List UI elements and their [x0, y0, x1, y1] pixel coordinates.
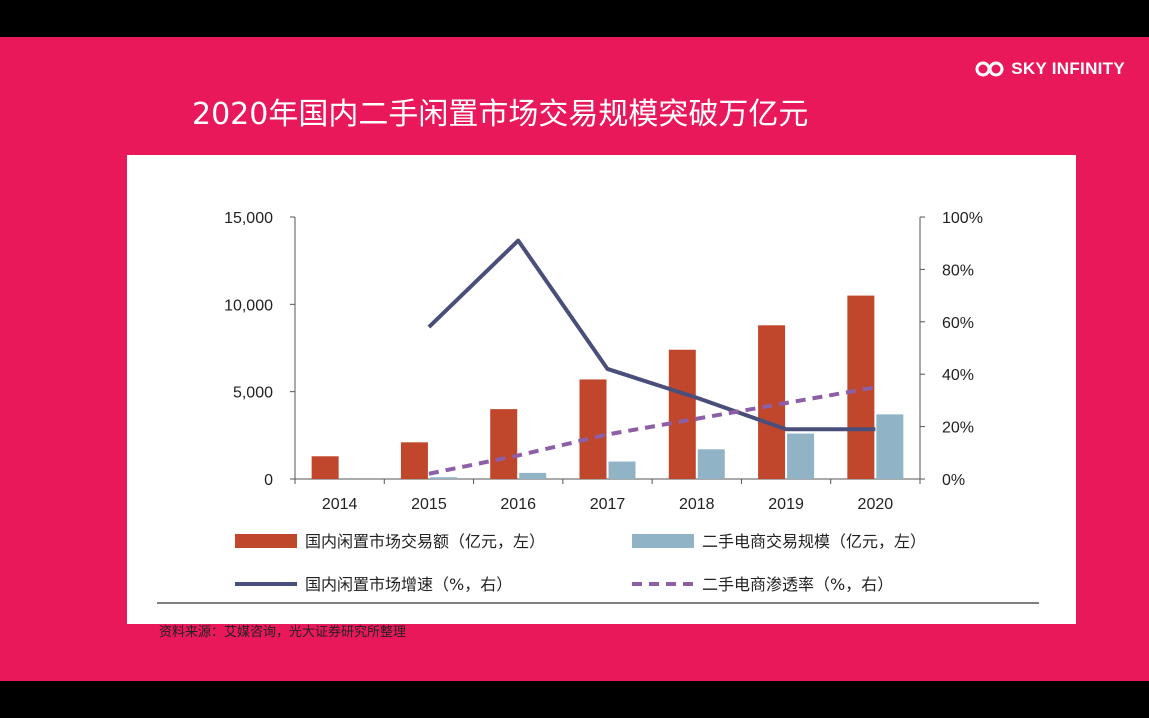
y-left-tick-label: 10,000: [224, 297, 273, 314]
bar-ecommerce-volume: [876, 414, 904, 479]
y-left-tick-label: 0: [264, 472, 273, 489]
bar-ecommerce-volume: [608, 461, 636, 479]
legend-label: 国内闲置市场增速（%，右）: [305, 575, 512, 594]
y-right-tick-label: 100%: [942, 210, 983, 227]
y-right-tick-label: 40%: [942, 367, 974, 384]
x-tick-label: 2018: [679, 496, 715, 513]
bar-ecommerce-volume: [429, 477, 457, 479]
x-tick-label: 2019: [768, 496, 804, 513]
y-right-tick-label: 20%: [942, 420, 974, 437]
slide-title: 2020年国内二手闲置市场交易规模突破万亿元: [192, 97, 809, 132]
bar-market-volume: [400, 442, 428, 479]
brand-name: SKY INFINITY: [1011, 59, 1125, 78]
x-tick-label: 2016: [500, 496, 536, 513]
bar-market-volume: [490, 409, 518, 479]
legend-label: 二手电商渗透率（%，右）: [702, 575, 893, 594]
line-growth-rate: [427, 238, 876, 432]
slide: SKY INFINITY 2020年国内二手闲置市场交易规模突破万亿元 0 5,0…: [0, 37, 1149, 681]
bar-market-volume: [668, 349, 696, 479]
y-left-tick-label: 15,000: [224, 210, 273, 227]
x-tick-label: 2017: [590, 496, 626, 513]
bar-market-volume: [311, 456, 339, 479]
bar-market-volume: [579, 379, 607, 479]
y-left-tick-label: 5,000: [233, 385, 273, 402]
brand-logo: SKY INFINITY: [975, 59, 1125, 79]
legend-label: 二手电商交易规模（亿元，左）: [702, 532, 926, 551]
x-tick-label: 2020: [858, 496, 894, 513]
y-right-tick-label: 0%: [942, 472, 965, 489]
legend-swatch: [235, 534, 297, 548]
legend-label: 国内闲置市场交易额（亿元，左）: [305, 532, 545, 551]
bar-ecommerce-volume: [519, 472, 547, 479]
infinity-icon: [975, 61, 1004, 77]
legend-swatch: [632, 534, 694, 548]
x-tick-label: 2014: [322, 496, 358, 513]
chart-card: 0 5,000 10,000 15,000 0% 20% 40% 60% 80% 100% 2014…: [127, 155, 1076, 640]
source-note: 资料来源：艾媒咨询，光大证券研究所整理: [159, 625, 407, 640]
x-tick-label: 2015: [411, 496, 447, 513]
y-right-tick-label: 80%: [942, 262, 974, 279]
bar-ecommerce-volume: [787, 433, 815, 479]
y-right-tick-label: 60%: [942, 315, 974, 332]
line-penetration-rate: [428, 385, 876, 476]
bar-ecommerce-volume: [697, 449, 725, 479]
combo-chart: 0 5,000 10,000 15,000 0% 20% 40% 60% 80% 100% 2014…: [157, 210, 1039, 604]
